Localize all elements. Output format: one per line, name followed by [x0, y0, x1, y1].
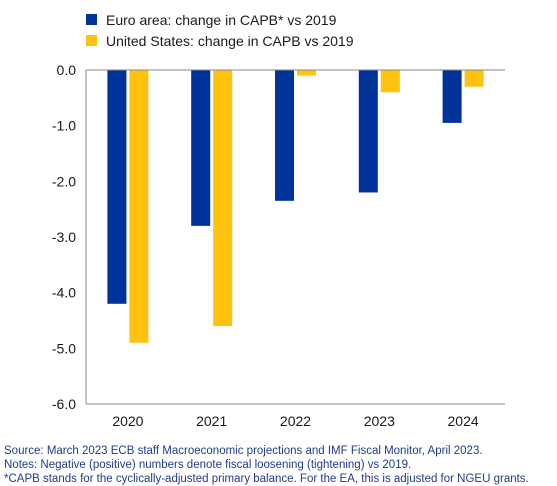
legend-swatch-united-states	[86, 35, 97, 46]
source-note: Source: March 2023 ECB staff Macroeconom…	[4, 445, 483, 457]
y-tick-label-2: -2.0	[52, 173, 76, 189]
x-tick-label-2021: 2021	[196, 413, 227, 429]
bar-united-states-2022	[297, 70, 316, 76]
y-tick-label-0: 0.0	[57, 62, 77, 78]
legend-swatch-euro-area	[86, 14, 97, 25]
bar-euro-area-2024	[442, 70, 462, 123]
footnote: *CAPB stands for the cyclically-adjusted…	[4, 473, 529, 485]
y-tick-label-1: -1.0	[52, 118, 76, 134]
legend-item-euro-area: Euro area: change in CAPB* vs 2019	[86, 9, 353, 30]
y-tick-label-6: -6.0	[52, 396, 76, 412]
legend-label-united-states: United States: change in CAPB vs 2019	[106, 32, 354, 49]
notes-text: Notes: Negative (positive) numbers denot…	[4, 459, 412, 471]
y-tick-label-4: -4.0	[52, 285, 76, 301]
bar-united-states-2020	[129, 70, 149, 343]
x-tick-label-2024: 2024	[448, 413, 479, 429]
x-tick-label-2020: 2020	[112, 413, 143, 429]
y-tick-label-3: -3.0	[52, 229, 76, 245]
x-tick-label-2022: 2022	[280, 413, 311, 429]
bar-chart: 0.0 -1.0 -2.0 -3.0 -4.0 -5.0 -6.0 2020 2021 2022 2…	[52, 62, 505, 429]
x-tick-label-2023: 2023	[364, 413, 395, 429]
bar-euro-area-2022	[275, 70, 294, 201]
bar-euro-area-2020	[107, 70, 127, 304]
chart-notes: Source: March 2023 ECB staff Macroeconom…	[4, 444, 557, 486]
bar-united-states-2024	[464, 70, 484, 87]
y-tick-label-5: -5.0	[52, 340, 76, 356]
bar-united-states-2021	[213, 70, 233, 327]
bar-euro-area-2023	[358, 70, 378, 193]
legend-label-euro-area: Euro area: change in CAPB* vs 2019	[106, 11, 337, 28]
legend-item-united-states: United States: change in CAPB vs 2019	[86, 30, 353, 51]
chart-legend: Euro area: change in CAPB* vs 2019 Unite…	[86, 9, 353, 51]
bar-euro-area-2021	[191, 70, 211, 226]
bar-united-states-2023	[380, 70, 400, 93]
